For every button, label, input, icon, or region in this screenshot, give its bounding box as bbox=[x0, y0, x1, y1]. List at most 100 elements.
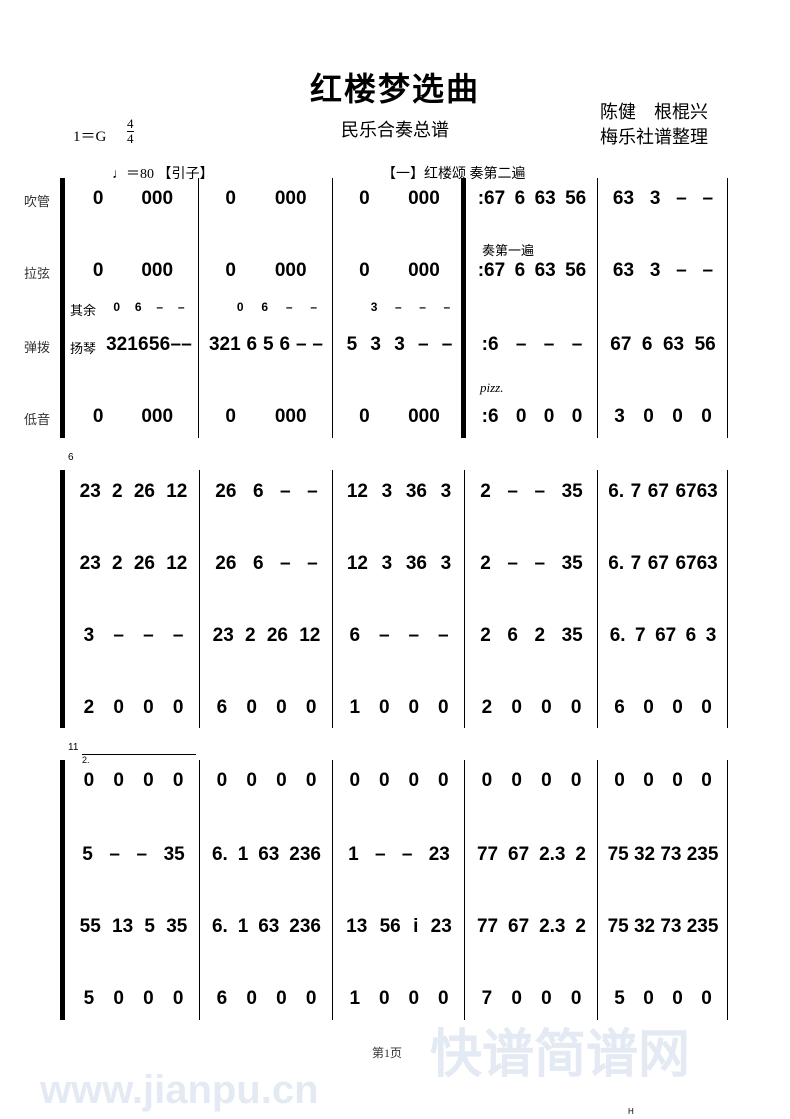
note-group: 3 bbox=[440, 553, 452, 574]
barline bbox=[332, 470, 333, 728]
note-group: 0 bbox=[143, 697, 154, 718]
credits-arranger: 梅乐社谱整理 bbox=[600, 127, 708, 147]
barline bbox=[597, 760, 598, 1020]
note-group: 0 bbox=[305, 697, 317, 718]
barline bbox=[199, 760, 200, 1020]
note-group: – bbox=[307, 481, 318, 502]
measure: 55 13 5 35 bbox=[74, 915, 193, 939]
measure: :67 6 63 56 bbox=[473, 259, 591, 283]
note-group: – bbox=[437, 625, 449, 646]
section-label: 【一】红楼颂 奏第二遍 bbox=[382, 167, 526, 182]
time-sig-bottom: 4 bbox=[127, 131, 134, 146]
note-group: – bbox=[543, 334, 555, 355]
note-group: – bbox=[441, 334, 453, 355]
note-group: – bbox=[676, 260, 687, 281]
credits: 陈健 根棍兴 梅乐社谱整理 bbox=[600, 100, 708, 150]
note-group: 0 bbox=[408, 988, 420, 1009]
qiyu-measure: 3 – – – bbox=[362, 295, 459, 319]
note-group: – bbox=[702, 260, 714, 281]
note-group: 23 bbox=[428, 844, 450, 865]
note-group: 000 bbox=[274, 260, 307, 281]
note-group: 0 bbox=[437, 697, 449, 718]
measure: 12 3 36 3 bbox=[340, 480, 458, 504]
note-group: 0 bbox=[408, 697, 420, 718]
note-group: 26 bbox=[133, 481, 155, 502]
time-signature: 4 4 bbox=[127, 117, 134, 146]
note-group: 1 bbox=[349, 988, 361, 1009]
note-group: 6 bbox=[138, 334, 149, 355]
note-group: 0 bbox=[225, 188, 236, 209]
note-group: 6. bbox=[609, 625, 626, 646]
note-group: – bbox=[419, 300, 426, 314]
note-group: 0 bbox=[701, 988, 712, 1009]
note-group: 3 bbox=[381, 481, 393, 502]
measure: 2– –35 bbox=[472, 552, 591, 576]
note-group: 0 bbox=[246, 770, 257, 791]
credits-composers: 陈健 根棍兴 bbox=[600, 102, 708, 122]
note-group: – bbox=[401, 844, 413, 865]
note-group: – bbox=[170, 334, 182, 355]
measure: 6. 7 67 6 3 bbox=[605, 624, 721, 648]
note-group: 63 bbox=[534, 188, 556, 209]
note-group: – bbox=[172, 625, 184, 646]
system-bracket bbox=[60, 178, 65, 438]
note-group: 13 bbox=[346, 916, 368, 937]
note-group: 0 bbox=[378, 988, 390, 1009]
measure-number: 6 bbox=[68, 452, 74, 463]
barline bbox=[597, 178, 598, 438]
note-group: 2 bbox=[575, 844, 586, 865]
note-group: 23 bbox=[212, 625, 234, 646]
note-group: 5 bbox=[83, 988, 95, 1009]
note-group: 13 bbox=[112, 916, 134, 937]
note-group: 0 bbox=[172, 697, 184, 718]
note-group: 6 bbox=[216, 988, 228, 1009]
note-group: 0 bbox=[236, 300, 244, 314]
note-group: 0 bbox=[511, 988, 522, 1009]
note-group: 12 bbox=[166, 481, 188, 502]
barline bbox=[199, 470, 200, 728]
note-group: 5 bbox=[263, 334, 274, 355]
note-group: 0 bbox=[225, 406, 236, 427]
measure: 63 3– – bbox=[605, 259, 721, 283]
note-group: 0 bbox=[570, 697, 582, 718]
note-group: 67 bbox=[508, 844, 530, 865]
note-group: 7 bbox=[630, 481, 642, 502]
note-group: 0 bbox=[143, 988, 154, 1009]
note-group: 6 bbox=[514, 260, 526, 281]
note-group: 0 bbox=[643, 406, 654, 427]
note-group: 6763 bbox=[675, 553, 718, 574]
tempo: ♩＝80 bbox=[112, 167, 154, 182]
qiyu-label: 其余 bbox=[70, 303, 97, 318]
note-group: 0 bbox=[570, 770, 582, 791]
measure: 77 67 2.3 2 bbox=[472, 843, 591, 867]
note-group: 0 bbox=[143, 770, 154, 791]
note-group: :67 bbox=[477, 188, 506, 209]
note-group: 35 bbox=[561, 481, 583, 502]
instrument-label: 低音 bbox=[24, 412, 51, 427]
tempo-marking: ♩＝80 【引子】 bbox=[112, 163, 214, 183]
note-group: 0 bbox=[571, 406, 583, 427]
note-group: 1 bbox=[237, 916, 249, 937]
measure: 6. 1 63 236 bbox=[207, 915, 326, 939]
measure-number: 11 bbox=[68, 742, 79, 753]
measure: 63 3– – bbox=[605, 187, 721, 211]
note-group: 12 bbox=[299, 625, 321, 646]
note-group: 000 bbox=[141, 406, 174, 427]
page-number: 第1页 bbox=[372, 1046, 403, 1060]
note-group: 6 bbox=[246, 334, 258, 355]
note-group: 77 bbox=[476, 916, 499, 937]
note-group: 6 bbox=[507, 625, 518, 646]
note-group: 2 bbox=[245, 625, 256, 646]
measure: 321 6 5 6– – bbox=[106, 333, 192, 357]
note-group: 3 bbox=[649, 188, 661, 209]
note-group: 3 bbox=[440, 481, 452, 502]
note-group: 12 bbox=[346, 553, 368, 574]
note-group: 3 bbox=[614, 406, 625, 427]
note-group: 0 bbox=[543, 406, 555, 427]
